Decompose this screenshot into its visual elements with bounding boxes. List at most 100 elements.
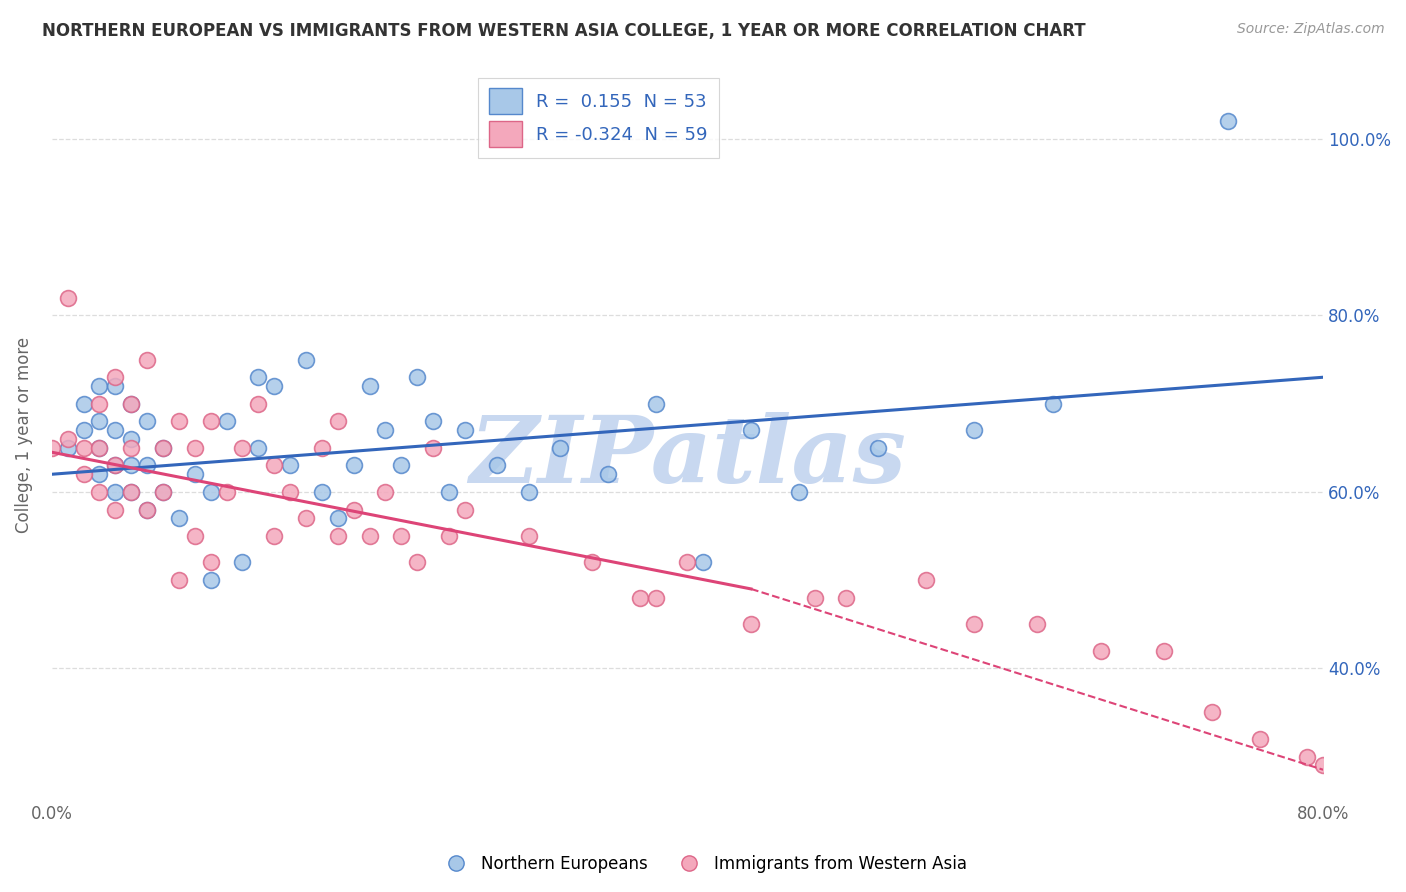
Point <box>295 511 318 525</box>
Point <box>89 467 111 482</box>
Point <box>311 441 333 455</box>
Point <box>1201 706 1223 720</box>
Point <box>104 423 127 437</box>
Point <box>215 484 238 499</box>
Point <box>278 484 301 499</box>
Point <box>263 379 285 393</box>
Text: ZIPatlas: ZIPatlas <box>470 411 905 501</box>
Point <box>72 467 94 482</box>
Point <box>422 414 444 428</box>
Point <box>835 591 858 605</box>
Point <box>263 529 285 543</box>
Point <box>231 556 253 570</box>
Point <box>422 441 444 455</box>
Point <box>247 370 270 384</box>
Point <box>406 370 429 384</box>
Point <box>184 441 207 455</box>
Point <box>136 414 159 428</box>
Point <box>231 441 253 455</box>
Point <box>1026 617 1049 632</box>
Point <box>1249 731 1271 746</box>
Point <box>454 502 477 516</box>
Point <box>278 458 301 473</box>
Point <box>120 432 142 446</box>
Point <box>56 441 79 455</box>
Point <box>1153 643 1175 657</box>
Point <box>437 529 460 543</box>
Point <box>644 591 666 605</box>
Point <box>359 379 381 393</box>
Point <box>200 414 222 428</box>
Point <box>72 441 94 455</box>
Point <box>200 573 222 587</box>
Point <box>104 458 127 473</box>
Point <box>167 511 190 525</box>
Point <box>596 467 619 482</box>
Y-axis label: College, 1 year or more: College, 1 year or more <box>15 336 32 533</box>
Point <box>962 423 984 437</box>
Point <box>692 556 714 570</box>
Point <box>136 352 159 367</box>
Point <box>104 502 127 516</box>
Point <box>120 484 142 499</box>
Point <box>215 414 238 428</box>
Point <box>311 484 333 499</box>
Point <box>167 414 190 428</box>
Point <box>550 441 572 455</box>
Point <box>41 441 63 455</box>
Point <box>89 397 111 411</box>
Point <box>295 352 318 367</box>
Point <box>326 414 349 428</box>
Point <box>89 484 111 499</box>
Point <box>184 467 207 482</box>
Point <box>120 397 142 411</box>
Point <box>740 617 762 632</box>
Point <box>406 556 429 570</box>
Point <box>1042 397 1064 411</box>
Point <box>184 529 207 543</box>
Point <box>1090 643 1112 657</box>
Point <box>868 441 890 455</box>
Point <box>167 573 190 587</box>
Point <box>644 397 666 411</box>
Point <box>56 432 79 446</box>
Point <box>803 591 825 605</box>
Point <box>517 484 540 499</box>
Point <box>104 379 127 393</box>
Point <box>152 484 174 499</box>
Point <box>120 397 142 411</box>
Point <box>962 617 984 632</box>
Point <box>104 458 127 473</box>
Point <box>136 458 159 473</box>
Point <box>104 484 127 499</box>
Point <box>152 441 174 455</box>
Point <box>1312 758 1334 772</box>
Point <box>374 484 396 499</box>
Point <box>914 573 936 587</box>
Text: Source: ZipAtlas.com: Source: ZipAtlas.com <box>1237 22 1385 37</box>
Point <box>374 423 396 437</box>
Point <box>89 379 111 393</box>
Point <box>263 458 285 473</box>
Point <box>326 511 349 525</box>
Point <box>628 591 651 605</box>
Point <box>740 423 762 437</box>
Point <box>120 458 142 473</box>
Point <box>389 529 412 543</box>
Point <box>437 484 460 499</box>
Point <box>104 370 127 384</box>
Point <box>89 441 111 455</box>
Point <box>676 556 699 570</box>
Point <box>359 529 381 543</box>
Point <box>485 458 508 473</box>
Point <box>389 458 412 473</box>
Point <box>517 529 540 543</box>
Point <box>152 441 174 455</box>
Point <box>247 441 270 455</box>
Legend: Northern Europeans, Immigrants from Western Asia: Northern Europeans, Immigrants from West… <box>432 848 974 880</box>
Point <box>152 484 174 499</box>
Point <box>89 441 111 455</box>
Point <box>343 458 366 473</box>
Point <box>120 441 142 455</box>
Legend: R =  0.155  N = 53, R = -0.324  N = 59: R = 0.155 N = 53, R = -0.324 N = 59 <box>478 78 718 158</box>
